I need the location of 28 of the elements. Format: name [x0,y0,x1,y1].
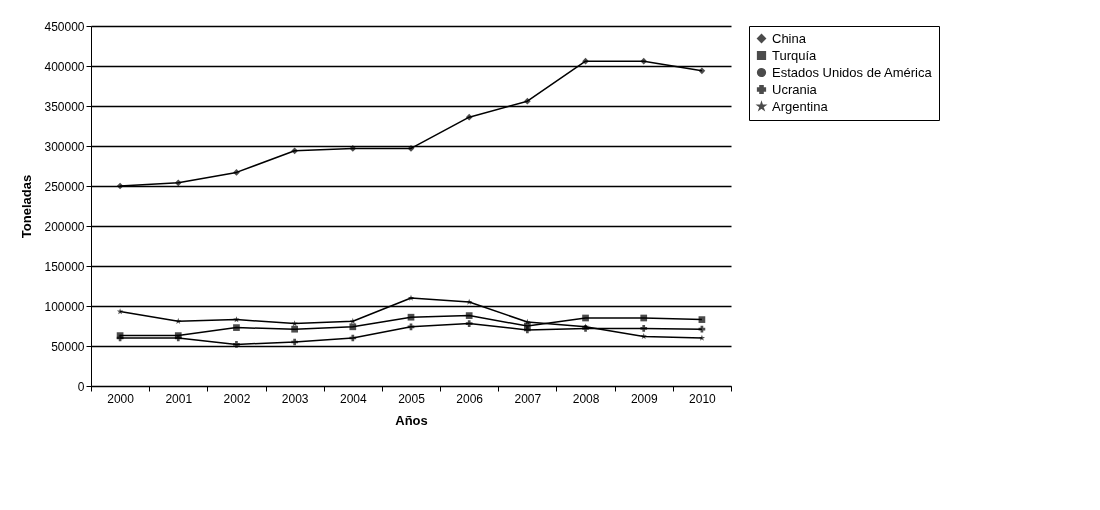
legend-label: Estados Unidos de América [772,64,933,80]
y-tick-label: 400000 [44,59,85,74]
x-tick-label: 2010 [689,391,717,406]
y-tick-label: 300000 [44,139,85,154]
x-tick-label: 2008 [572,391,600,406]
x-tick-label: 2003 [281,391,309,406]
legend-label: Ucrania [772,81,818,97]
x-tick-label: 2002 [223,391,251,406]
x-tick-label: 2004 [339,391,367,406]
x-tick-label: 2005 [398,391,426,406]
y-axis-title: Toneladas [19,174,35,239]
legend-label: Argentina [772,98,829,114]
y-tick-label: 350000 [44,99,85,114]
legend-label: China [772,30,807,46]
x-tick-label: 2001 [165,391,193,406]
y-tick-label: 200000 [44,219,85,234]
y-tick-label: 450000 [44,19,85,34]
x-axis-title: Años [395,412,428,428]
y-tick-label: 150000 [44,259,85,274]
legend-label: Turquía [772,47,818,63]
x-tick-label: 2000 [107,391,135,406]
y-tick-label: 250000 [44,179,85,194]
x-tick-label: 2006 [456,391,484,406]
y-tick-label: 50000 [51,339,85,354]
y-tick-label: 0 [77,379,85,394]
x-tick-label: 2009 [630,391,658,406]
x-tick-label: 2007 [514,391,542,406]
y-tick-label: 100000 [44,299,85,314]
